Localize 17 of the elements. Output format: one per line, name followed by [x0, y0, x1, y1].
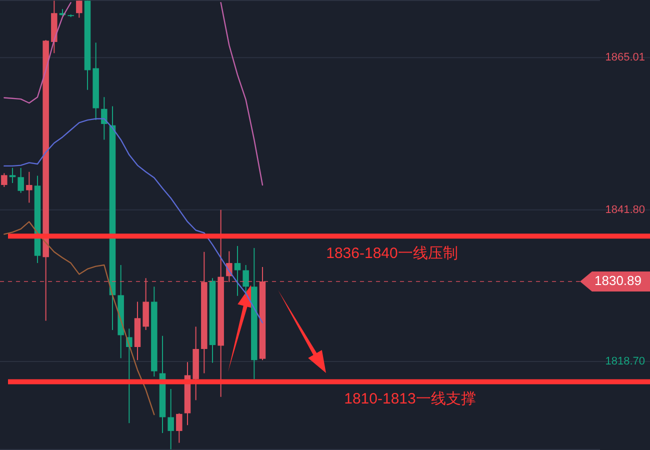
candlestick	[26, 171, 32, 204]
candlestick	[168, 388, 174, 450]
ref-line-label: 1810-1813一线支撑	[344, 390, 476, 408]
y-tick-label: 1818.70	[605, 355, 645, 368]
y-tick-label: 1841.80	[605, 204, 645, 216]
y-tick-label: 1865.01	[605, 52, 645, 64]
candlestick	[234, 245, 241, 296]
ref-line-label: 1830.89	[594, 272, 642, 288]
ref-line-label: 1836-1840一线压制	[326, 245, 458, 262]
candlestick	[1, 172, 8, 188]
candlestick	[9, 167, 16, 184]
candlestick	[76, 0, 82, 18]
candlestick	[18, 167, 24, 194]
candlestick	[101, 96, 108, 140]
line-series	[4, 221, 155, 416]
candlestick	[176, 412, 182, 444]
candlestick	[242, 264, 249, 296]
